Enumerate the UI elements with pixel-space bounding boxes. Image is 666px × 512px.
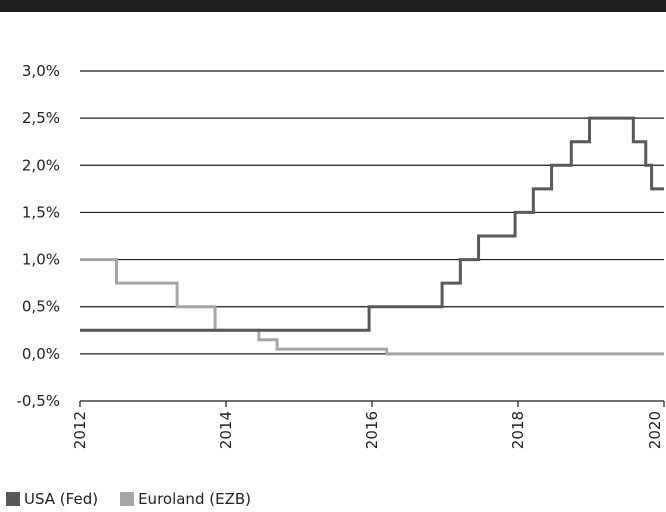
x-tick-label: 2012 — [71, 411, 89, 449]
series-lines — [80, 116, 664, 356]
y-tick-label: 1,0% — [22, 251, 60, 269]
y-tick-label: 2,0% — [22, 156, 60, 174]
legend-swatch-euroland — [120, 492, 135, 506]
x-tick-label: 2016 — [363, 411, 381, 449]
y-tick-label: 0,0% — [22, 345, 60, 363]
x-tick-label: 2014 — [217, 411, 235, 449]
legend: USA (Fed) Euroland (EZB) — [6, 490, 251, 508]
legend-item-euroland: Euroland (EZB) — [120, 490, 251, 508]
legend-swatch-usa — [6, 492, 20, 506]
x-tick-label: 2018 — [509, 411, 527, 449]
top-bar — [0, 0, 666, 12]
series-line-usa-fed — [80, 116, 664, 332]
grid-lines — [79, 70, 665, 407]
legend-label-euroland: Euroland (EZB) — [138, 490, 251, 508]
y-tick-labels: -0,5% 0,0% 0,5% 1,0% 1,5% 2,0% 2,5% 3,0% — [16, 62, 60, 410]
y-tick-label: 3,0% — [22, 62, 60, 80]
y-tick-label: -0,5% — [16, 392, 60, 410]
x-tick-labels: 2012 2014 2016 2018 2020 — [71, 411, 664, 449]
y-tick-label: 2,5% — [22, 109, 60, 127]
legend-label-usa: USA (Fed) — [24, 490, 99, 508]
legend-item-usa: USA (Fed) — [6, 490, 98, 508]
y-tick-label: 1,5% — [22, 203, 60, 221]
y-tick-label: 0,5% — [22, 298, 60, 316]
x-tick-label: 2020 — [646, 411, 664, 449]
